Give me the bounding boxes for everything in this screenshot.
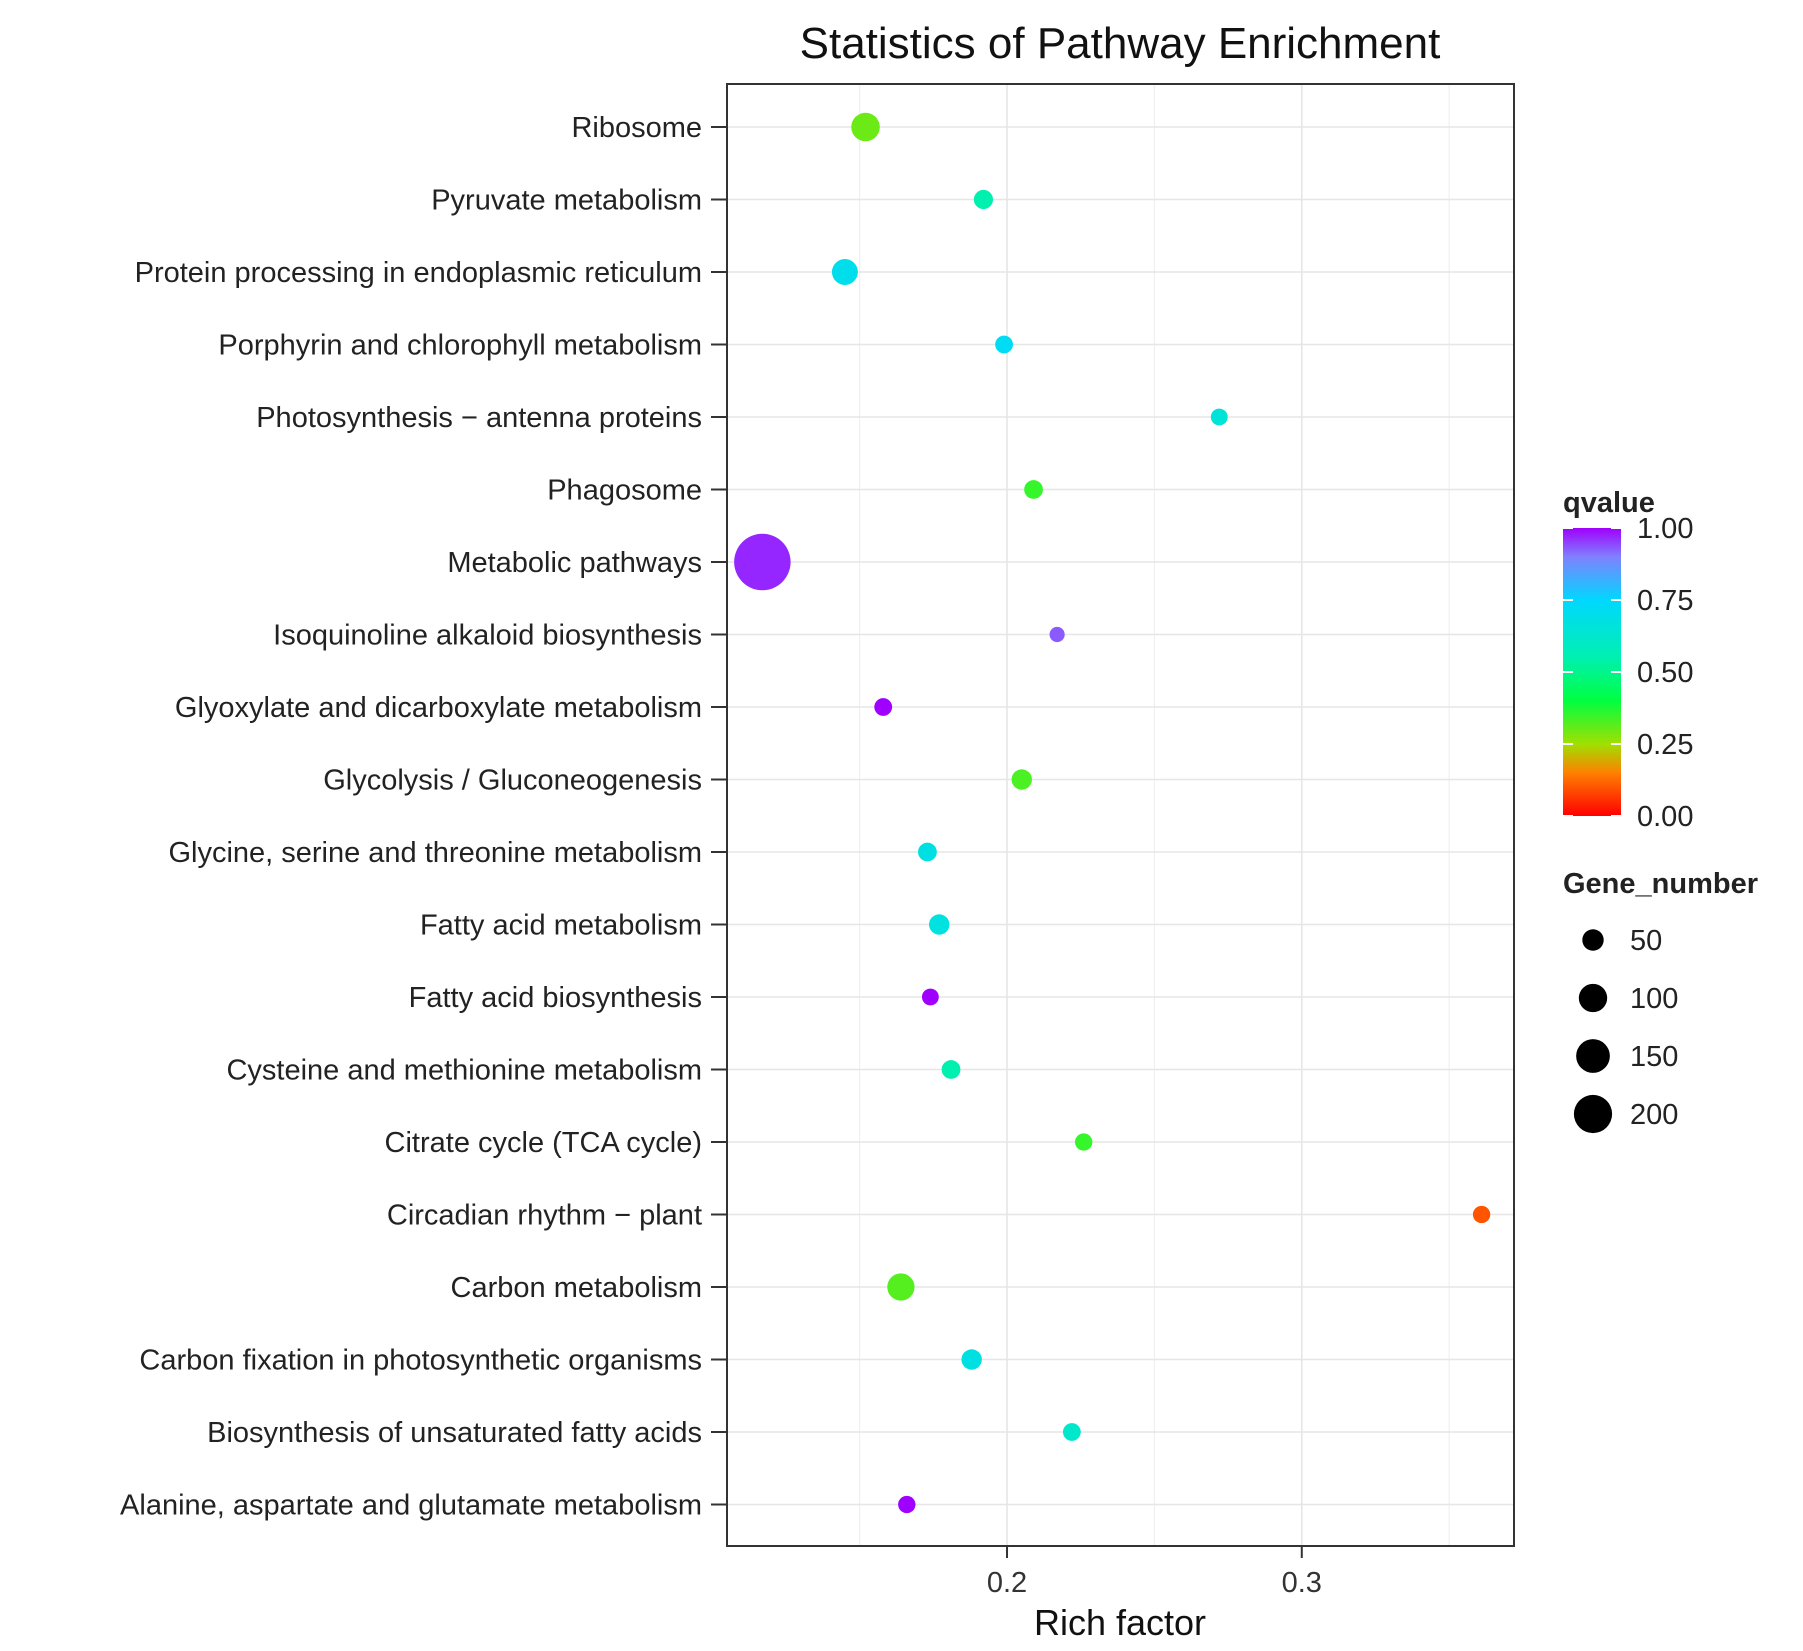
x-axis-label: Rich factor [1034,1602,1206,1643]
gene-number-symbol [1582,929,1604,951]
gene-number-label: 50 [1630,925,1662,957]
y-tick-label: Glycolysis / Gluconeogenesis [323,765,702,797]
y-tick-label: Ribosome [571,112,702,144]
qvalue-legend: qvalue 1.00 0.75 0.50 0.25 0.00 [1563,487,1693,833]
gene-number-label: 200 [1630,1099,1678,1131]
y-tick-label: Porphyrin and chlorophyll metabolism [218,330,702,362]
x-tick-label: 0.2 [987,1567,1027,1599]
data-point [851,112,880,142]
gene-number-symbol [1573,1094,1613,1134]
qvalue-tick-label: 0.75 [1637,585,1693,617]
y-tick-label: Carbon metabolism [451,1272,702,1304]
data-point [1011,769,1032,790]
plot-border [726,83,1515,1547]
x-tick-label: 0.3 [1282,1567,1322,1599]
plot-panel [727,84,1514,1546]
data-point [918,842,937,862]
y-axis-labels: Ribosome Pyruvate metabolism Protein proce… [120,112,727,1522]
y-tick-label: Metabolic pathways [447,547,702,579]
x-axis: 0.2 0.3 [987,1546,1322,1599]
data-point [1062,1423,1081,1441]
gene-number-legend-title: Gene_number [1563,868,1758,900]
data-points [734,112,1491,1514]
y-tick-label: Protein processing in endoplasmic reticu… [135,257,702,289]
data-point [941,1060,961,1079]
y-tick-label: Phagosome [547,475,702,507]
data-point [995,335,1013,354]
data-point [1049,626,1065,643]
qvalue-tick-label: 0.25 [1637,729,1693,761]
y-tick-label: Citrate cycle (TCA cycle) [385,1127,702,1159]
y-tick-label: Isoquinoline alkaloid biosynthesis [273,620,702,652]
y-tick-label: Carbon fixation in photosynthetic organi… [139,1345,702,1377]
y-tick-label: Cysteine and methionine metabolism [226,1055,702,1087]
y-tick-label: Glycine, serine and threonine metabolism [168,837,702,869]
data-point [734,533,791,591]
y-tick-label: Pyruvate metabolism [431,185,702,217]
gene-number-label: 150 [1630,1041,1678,1073]
gene-number-symbol [1576,1039,1610,1073]
gene-number-items: 50 100 150 200 [1573,925,1678,1134]
qvalue-tick-label: 0.50 [1637,657,1693,689]
gene-number-symbol [1578,983,1608,1013]
y-tick-label: Fatty acid metabolism [420,910,702,942]
data-point [898,1495,916,1514]
y-tick-label: Biosynthesis of unsaturated fatty acids [207,1417,702,1449]
qvalue-tick-label: 0.00 [1637,801,1693,833]
y-tick-label: Photosynthesis − antenna proteins [256,402,702,434]
gene-number-label: 100 [1630,983,1678,1015]
y-tick-label: Alanine, aspartate and glutamate metabol… [120,1490,702,1522]
data-point [874,698,893,716]
data-point [961,1349,982,1370]
data-point [973,189,994,210]
data-point [921,988,939,1006]
data-point [1074,1133,1093,1151]
gene-number-legend: Gene_number 50 100 150 200 [1563,868,1758,1134]
y-tick-label: Fatty acid biosynthesis [409,982,702,1014]
qvalue-legend-title: qvalue [1563,487,1655,519]
data-point [831,259,858,285]
data-point [929,914,950,935]
qvalue-ticks: 1.00 0.75 0.50 0.25 0.00 [1563,513,1693,833]
chart-title: Statistics of Pathway Enrichment [800,19,1441,68]
data-point [1472,1205,1491,1224]
data-point [1024,480,1043,499]
data-point [1210,408,1228,426]
qvalue-tick-label: 1.00 [1637,513,1693,545]
data-point [887,1273,915,1301]
y-tick-label: Circadian rhythm − plant [387,1200,702,1232]
y-tick-label: Glyoxylate and dicarboxylate metabolism [175,692,702,724]
